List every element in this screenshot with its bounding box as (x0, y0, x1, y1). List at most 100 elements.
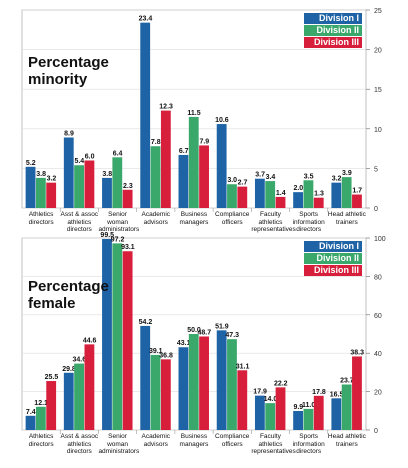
data-label: 7.8 (151, 139, 161, 146)
x-tick-label: Head athletic trainers (327, 211, 366, 226)
data-label: 51.9 (215, 323, 229, 330)
data-label: 10.6 (215, 117, 229, 124)
bar (178, 154, 189, 208)
bar (237, 370, 248, 430)
data-label: 11.0 (302, 402, 315, 409)
data-label: 99.5 (100, 232, 114, 239)
bar (63, 372, 74, 430)
bar (303, 180, 314, 208)
data-label: 34.6 (73, 357, 87, 364)
data-label: 6.0 (85, 153, 95, 160)
chart-title: Percentage minority (28, 54, 109, 88)
bar (352, 356, 362, 430)
y-tick-label: 100 (374, 236, 386, 243)
data-label: 50.0 (187, 327, 201, 334)
bar (150, 354, 161, 430)
bar (293, 410, 304, 430)
y-tick-label: 25 (374, 8, 382, 15)
legend-entry: Division I (304, 13, 362, 24)
chart-title: Percentage female (28, 278, 109, 312)
bar (84, 344, 95, 430)
data-label: 43.1 (177, 340, 191, 347)
legend-entry: Division II (304, 25, 362, 36)
bar (199, 145, 209, 208)
bar (160, 110, 171, 208)
x-tick-label: Athletics directors (28, 433, 54, 448)
data-label: 3.4 (266, 174, 276, 181)
data-label: 5.4 (74, 158, 84, 165)
data-label: 44.6 (83, 337, 97, 344)
bar (275, 196, 286, 208)
data-label: 38.3 (350, 349, 364, 356)
bar (265, 181, 276, 208)
data-label: 93.1 (121, 244, 135, 251)
data-label: 14.0 (264, 396, 278, 403)
x-tick-label: Athletics directors (28, 211, 54, 226)
x-tick-label: Asst & assoc athletics directors (60, 211, 99, 233)
x-tick-label: Faculty athletics representatives (251, 211, 296, 233)
data-label: 47.3 (225, 332, 239, 339)
data-label: 17.9 (253, 389, 267, 396)
bar (275, 387, 286, 430)
x-tick-label: Head athletic trainers (327, 433, 366, 448)
data-label: 31.1 (236, 363, 250, 370)
bar (293, 192, 304, 208)
y-tick-label: 40 (374, 351, 382, 358)
bar (160, 359, 171, 430)
data-label: 3.8 (102, 171, 112, 178)
y-tick-label: 5 (374, 166, 378, 173)
bar (341, 384, 352, 430)
bar (35, 406, 46, 430)
data-label: 1.3 (314, 191, 324, 198)
bar (25, 415, 36, 430)
x-tick-label: Faculty athletics representatives (251, 433, 296, 455)
data-label: 23.7 (340, 377, 354, 384)
bar (112, 157, 123, 208)
bar (199, 336, 209, 430)
bar (313, 395, 324, 430)
data-label: 6.7 (179, 148, 189, 155)
bar (227, 184, 237, 208)
data-label: 2.0 (293, 185, 303, 192)
y-tick-label: 15 (374, 87, 382, 94)
bar (25, 166, 36, 208)
bar (216, 330, 227, 430)
bar (46, 381, 57, 430)
y-tick-label: 0 (374, 206, 378, 213)
legend-entry: Division III (304, 265, 362, 276)
x-tick-label: Business managers (179, 211, 209, 226)
data-label: 7.4 (26, 409, 36, 416)
data-label: 22.2 (274, 380, 288, 387)
bar (46, 182, 57, 208)
bar (303, 408, 314, 430)
bar (112, 243, 123, 430)
bar (237, 186, 248, 208)
bar (188, 334, 199, 430)
data-label: 3.2 (47, 176, 57, 183)
y-tick-label: 20 (374, 390, 382, 397)
bar (122, 189, 133, 208)
y-tick-label: 10 (374, 127, 382, 134)
legend-entry: Division III (304, 37, 362, 48)
bar (188, 116, 199, 208)
data-label: 8.9 (64, 131, 74, 138)
bar (84, 160, 95, 208)
data-label: 36.8 (159, 352, 173, 359)
data-label: 12.3 (159, 104, 173, 111)
bar (227, 339, 237, 430)
bar (140, 325, 151, 430)
x-tick-label: Senior woman administrators (98, 433, 140, 455)
bar (331, 398, 342, 430)
x-tick-label: Academic advisors (141, 433, 171, 448)
y-tick-label: 20 (374, 48, 382, 55)
bar (140, 22, 151, 209)
bar (254, 178, 265, 208)
data-label: 39.1 (149, 348, 163, 355)
data-label: 16.5 (330, 391, 344, 398)
y-tick-label: 60 (374, 313, 382, 320)
data-label: 97.2 (111, 236, 125, 243)
data-label: 25.5 (45, 374, 59, 381)
x-tick-label: Compliance officers (215, 433, 250, 448)
x-tick-label: Sports information directors (292, 433, 325, 455)
